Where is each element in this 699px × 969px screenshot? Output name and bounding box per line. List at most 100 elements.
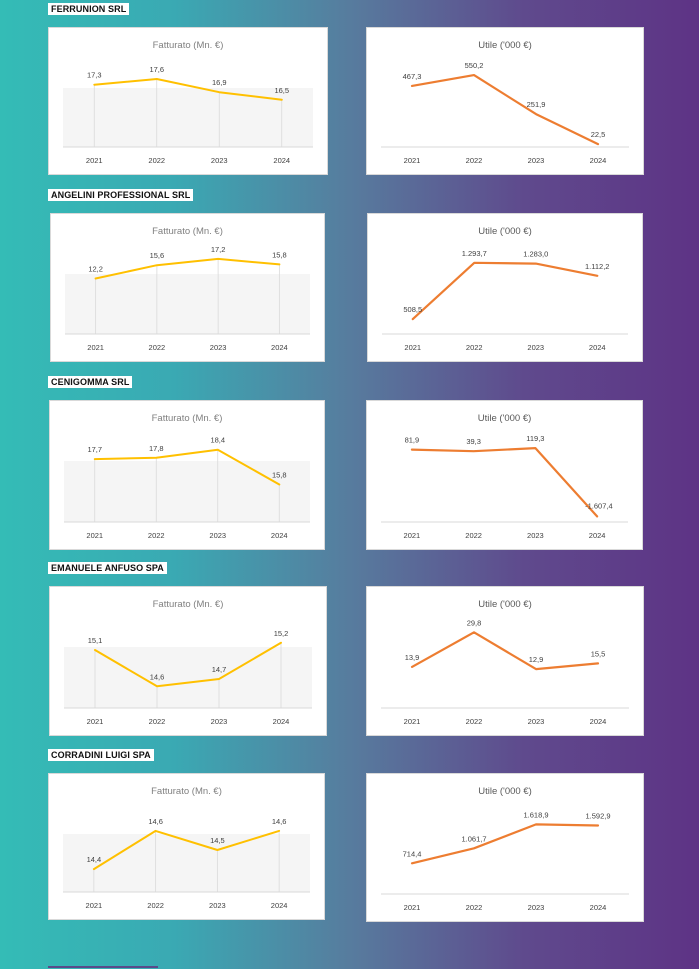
company-name-corradini: CORRADINI LUIGI SPA xyxy=(48,749,154,761)
data-label: 714,4 xyxy=(403,849,422,858)
x-tick-label: 2024 xyxy=(590,717,607,726)
data-label: 15,2 xyxy=(274,629,289,638)
profit-chart-ferrunion: Utile ('000 €) 467,3 550,2 251,9 22,5 2021 202… xyxy=(366,27,644,175)
data-label: 17,6 xyxy=(149,65,164,74)
company-name-angelini: ANGELINI PROFESSIONAL SRL xyxy=(48,189,194,201)
chart-svg: Fatturato (Mn. €) 12,2 15,6 17,2 15,8 2021 202… xyxy=(65,226,310,352)
profit-chart-angelini: Utile ('000 €) 508,5 1.293,7 1.283,0 1.112,2… xyxy=(367,213,643,362)
chart-svg: Fatturato (Mn. €) 14,4 14,6 14,5 14,6 2021 202… xyxy=(63,786,310,910)
x-tick-label: 2024 xyxy=(271,343,288,352)
chart-svg: Utile ('000 €) 508,5 1.293,7 1.283,0 1.112,2… xyxy=(382,226,628,352)
company-name-ferrunion: FERRUNION SRL xyxy=(48,3,130,15)
data-label: 14,6 xyxy=(148,817,163,826)
data-label: 17,8 xyxy=(149,444,164,453)
data-label: 17,3 xyxy=(87,71,102,80)
x-tick-label: 2023 xyxy=(528,156,545,165)
page-footer-rule xyxy=(48,966,158,968)
data-label: 22,5 xyxy=(591,130,606,139)
x-tick-label: 2021 xyxy=(87,717,104,726)
plot-area-shade xyxy=(65,274,310,334)
data-label: 81,9 xyxy=(405,436,420,445)
series-line xyxy=(410,73,600,146)
x-tick-label: 2022 xyxy=(149,343,166,352)
data-label: 14,4 xyxy=(87,855,102,864)
data-label: 16,9 xyxy=(212,78,227,87)
plot-area-shade xyxy=(64,461,310,522)
x-tick-label: 2024 xyxy=(273,156,290,165)
data-label: 1.061,7 xyxy=(461,834,486,843)
plot-area-shade xyxy=(64,647,312,708)
data-label: 17,2 xyxy=(211,245,226,254)
series-line xyxy=(410,446,599,518)
data-label: 15,8 xyxy=(272,250,287,259)
profit-chart-anfuso: Utile ('000 €) 13,9 29,8 12,9 15,5 2021 2022 20… xyxy=(366,586,644,736)
x-tick-label: 2023 xyxy=(211,717,228,726)
company-name-cenigomma: CENIGOMMA SRL xyxy=(48,376,133,388)
x-tick-label: 2023 xyxy=(528,717,545,726)
data-label: 39,3 xyxy=(466,437,481,446)
x-tick-label: 2021 xyxy=(404,717,421,726)
series-line xyxy=(410,631,600,671)
data-label: 508,5 xyxy=(403,305,422,314)
data-label: 12,9 xyxy=(529,655,544,664)
chart-title: Fatturato (Mn. €) xyxy=(152,226,223,237)
revenue-chart-corradini: Fatturato (Mn. €) 14,4 14,6 14,5 14,6 2021 202… xyxy=(48,773,325,920)
data-label: 550,2 xyxy=(465,61,484,70)
x-tick-label: 2023 xyxy=(211,156,228,165)
chart-svg: Fatturato (Mn. €) 15,1 14,6 14,7 15,2 2021 202… xyxy=(64,599,312,726)
revenue-chart-cenigomma: Fatturato (Mn. €) 17,7 17,8 18,4 15,8 2021 202… xyxy=(49,400,325,550)
chart-svg: Utile ('000 €) 467,3 550,2 251,9 22,5 2021 202… xyxy=(381,40,629,165)
x-tick-label: 2022 xyxy=(465,531,482,540)
chart-svg: Fatturato (Mn. €) 17,7 17,8 18,4 15,8 2021 202… xyxy=(64,413,310,540)
chart-svg: Utile ('000 €) 13,9 29,8 12,9 15,5 2021 2022 20… xyxy=(381,599,629,726)
x-tick-label: 2021 xyxy=(86,156,103,165)
data-label: 1.112,2 xyxy=(585,262,609,271)
company-name-anfuso: EMANUELE ANFUSO SPA xyxy=(48,562,167,574)
x-tick-label: 2024 xyxy=(589,531,606,540)
data-label: 15,1 xyxy=(88,636,103,645)
data-label: 14,6 xyxy=(272,817,287,826)
data-label: 14,5 xyxy=(210,836,225,845)
x-tick-label: 2023 xyxy=(528,903,545,912)
data-label: 12,2 xyxy=(88,264,103,273)
x-tick-label: 2021 xyxy=(87,343,104,352)
x-tick-label: 2023 xyxy=(527,531,544,540)
x-tick-label: 2021 xyxy=(86,531,103,540)
chart-svg: Utile ('000 €) 714,4 1.061,7 1.618,9 1.592,9… xyxy=(381,786,629,912)
series-line xyxy=(93,448,281,486)
data-label: 13,9 xyxy=(405,653,420,662)
x-tick-label: 2023 xyxy=(527,343,544,352)
x-tick-label: 2021 xyxy=(404,903,421,912)
x-tick-label: 2021 xyxy=(86,901,103,910)
chart-title: Fatturato (Mn. €) xyxy=(153,40,224,51)
chart-title: Utile ('000 €) xyxy=(478,226,532,237)
data-label: 1.283,0 xyxy=(523,250,548,259)
data-label: 17,7 xyxy=(87,445,102,454)
chart-title: Fatturato (Mn. €) xyxy=(151,786,222,797)
x-tick-label: 2021 xyxy=(404,156,421,165)
x-tick-label: 2022 xyxy=(466,343,483,352)
x-tick-label: 2024 xyxy=(271,531,288,540)
data-label: 1.618,9 xyxy=(523,810,548,819)
x-tick-label: 2024 xyxy=(273,717,290,726)
data-label: 16,5 xyxy=(274,86,289,95)
chart-title: Utile ('000 €) xyxy=(478,786,532,797)
profit-chart-corradini: Utile ('000 €) 714,4 1.061,7 1.618,9 1.592,9… xyxy=(366,773,644,922)
chart-svg: Fatturato (Mn. €) 17,3 17,6 16,9 16,5 2021 202… xyxy=(63,40,313,165)
x-tick-label: 2022 xyxy=(466,717,483,726)
x-tick-label: 2023 xyxy=(210,343,227,352)
x-tick-label: 2024 xyxy=(589,343,606,352)
x-tick-label: 2024 xyxy=(590,156,607,165)
data-label: 29,8 xyxy=(467,618,482,627)
data-label: 15,5 xyxy=(591,649,606,658)
x-tick-label: 2022 xyxy=(466,156,483,165)
data-label: 1.293,7 xyxy=(462,249,487,258)
chart-title: Utile ('000 €) xyxy=(478,599,532,610)
series-line xyxy=(92,829,281,871)
data-label: 251,9 xyxy=(527,100,546,109)
plot-area-shade xyxy=(63,88,313,147)
data-label: 14,7 xyxy=(212,665,227,674)
data-label: 18,4 xyxy=(210,436,225,445)
x-tick-label: 2022 xyxy=(148,531,165,540)
series-line xyxy=(93,78,283,101)
